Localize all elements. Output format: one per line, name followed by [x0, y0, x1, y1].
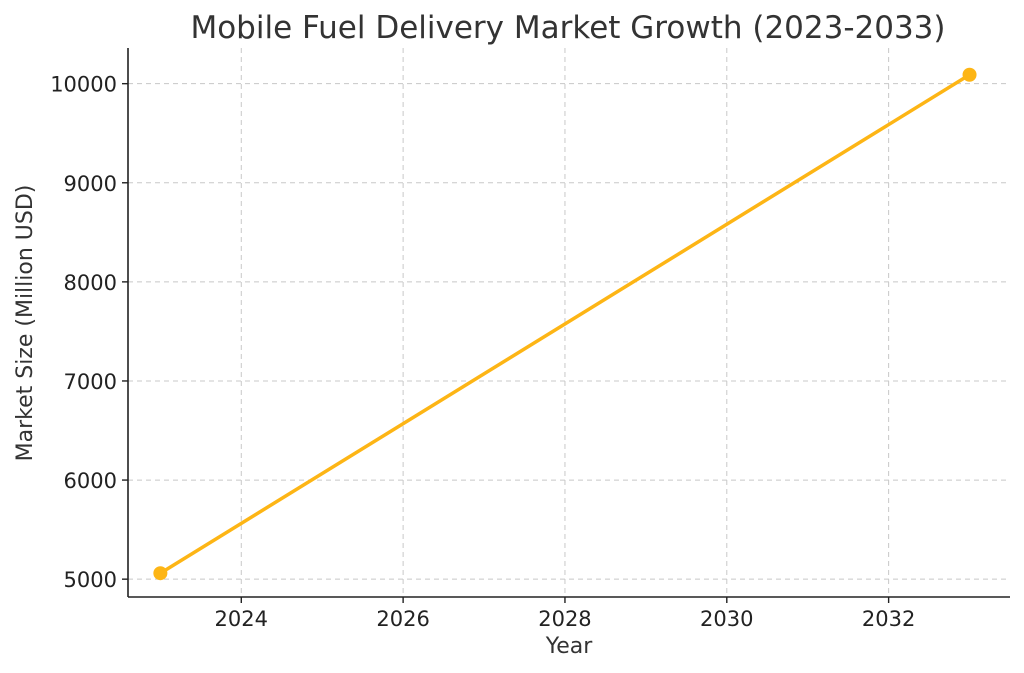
grid-lines: [128, 48, 1010, 597]
chart-title: Mobile Fuel Delivery Market Growth (2023…: [190, 10, 945, 46]
x-axis-label: Year: [545, 634, 594, 659]
y-tick-label: 7000: [64, 370, 117, 394]
series-line: [158, 73, 972, 575]
y-tick-label: 9000: [64, 172, 117, 196]
data-point: [153, 566, 168, 581]
y-tick-label: 5000: [64, 568, 117, 592]
x-tick-label: 2030: [700, 607, 753, 631]
x-tick-label: 2028: [538, 607, 591, 631]
data-point: [962, 67, 977, 82]
x-axis-ticks: 2024 2026 2028 2030 2032: [215, 597, 915, 631]
y-axis-ticks: 5000 6000 7000 8000 9000 10000: [50, 73, 128, 592]
y-tick-label: 8000: [64, 271, 117, 295]
x-tick-label: 2032: [862, 607, 915, 631]
x-tick-label: 2024: [215, 607, 268, 631]
x-tick-label: 2026: [376, 607, 429, 631]
axes: [127, 48, 1010, 598]
series-layer: [153, 67, 977, 581]
y-tick-label: 6000: [64, 469, 117, 493]
y-axis-label: Market Size (Million USD): [13, 185, 38, 462]
y-tick-label: 10000: [50, 73, 117, 97]
